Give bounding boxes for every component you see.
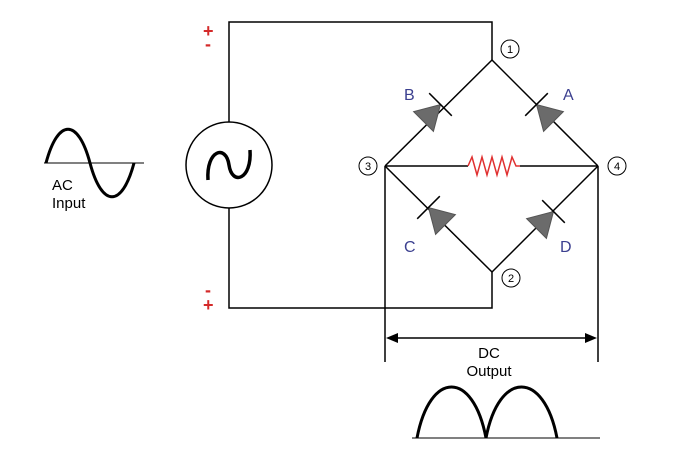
source-wires	[228, 21, 493, 309]
diode-d	[525, 199, 566, 240]
output-label: Output	[466, 363, 512, 380]
ac-input-waveform	[44, 128, 144, 198]
diode-label-a: A	[563, 87, 574, 104]
polarity-top-plus: +	[203, 21, 214, 41]
ac-label: AC	[52, 177, 73, 194]
node-4: 4	[607, 156, 627, 176]
polarity-top-minus: -	[205, 34, 211, 54]
input-label: Input	[52, 195, 86, 212]
node-1: 1	[500, 39, 520, 59]
load-resistor	[467, 154, 520, 178]
node-2: 2	[501, 268, 521, 288]
diode-label-b: B	[404, 87, 415, 104]
diode-label-d: D	[560, 239, 572, 256]
node-1-label: 1	[507, 44, 513, 56]
diode-c	[416, 195, 457, 236]
diode-label-c: C	[404, 239, 416, 256]
node-3: 3	[358, 156, 378, 176]
diode-a	[524, 92, 565, 133]
dc-output-waveform	[412, 385, 600, 439]
diode-b	[412, 92, 453, 133]
node-2-label: 2	[508, 273, 514, 285]
polarity-bottom-minus: -	[205, 280, 211, 300]
polarity-bottom-plus: +	[203, 295, 214, 315]
ac-source-symbol	[185, 121, 273, 209]
node-3-label: 3	[365, 161, 371, 173]
node-4-label: 4	[614, 161, 620, 173]
bridge-wires	[384, 59, 599, 362]
dc-label: DC	[478, 345, 500, 362]
dc-output-arrow	[386, 333, 597, 343]
